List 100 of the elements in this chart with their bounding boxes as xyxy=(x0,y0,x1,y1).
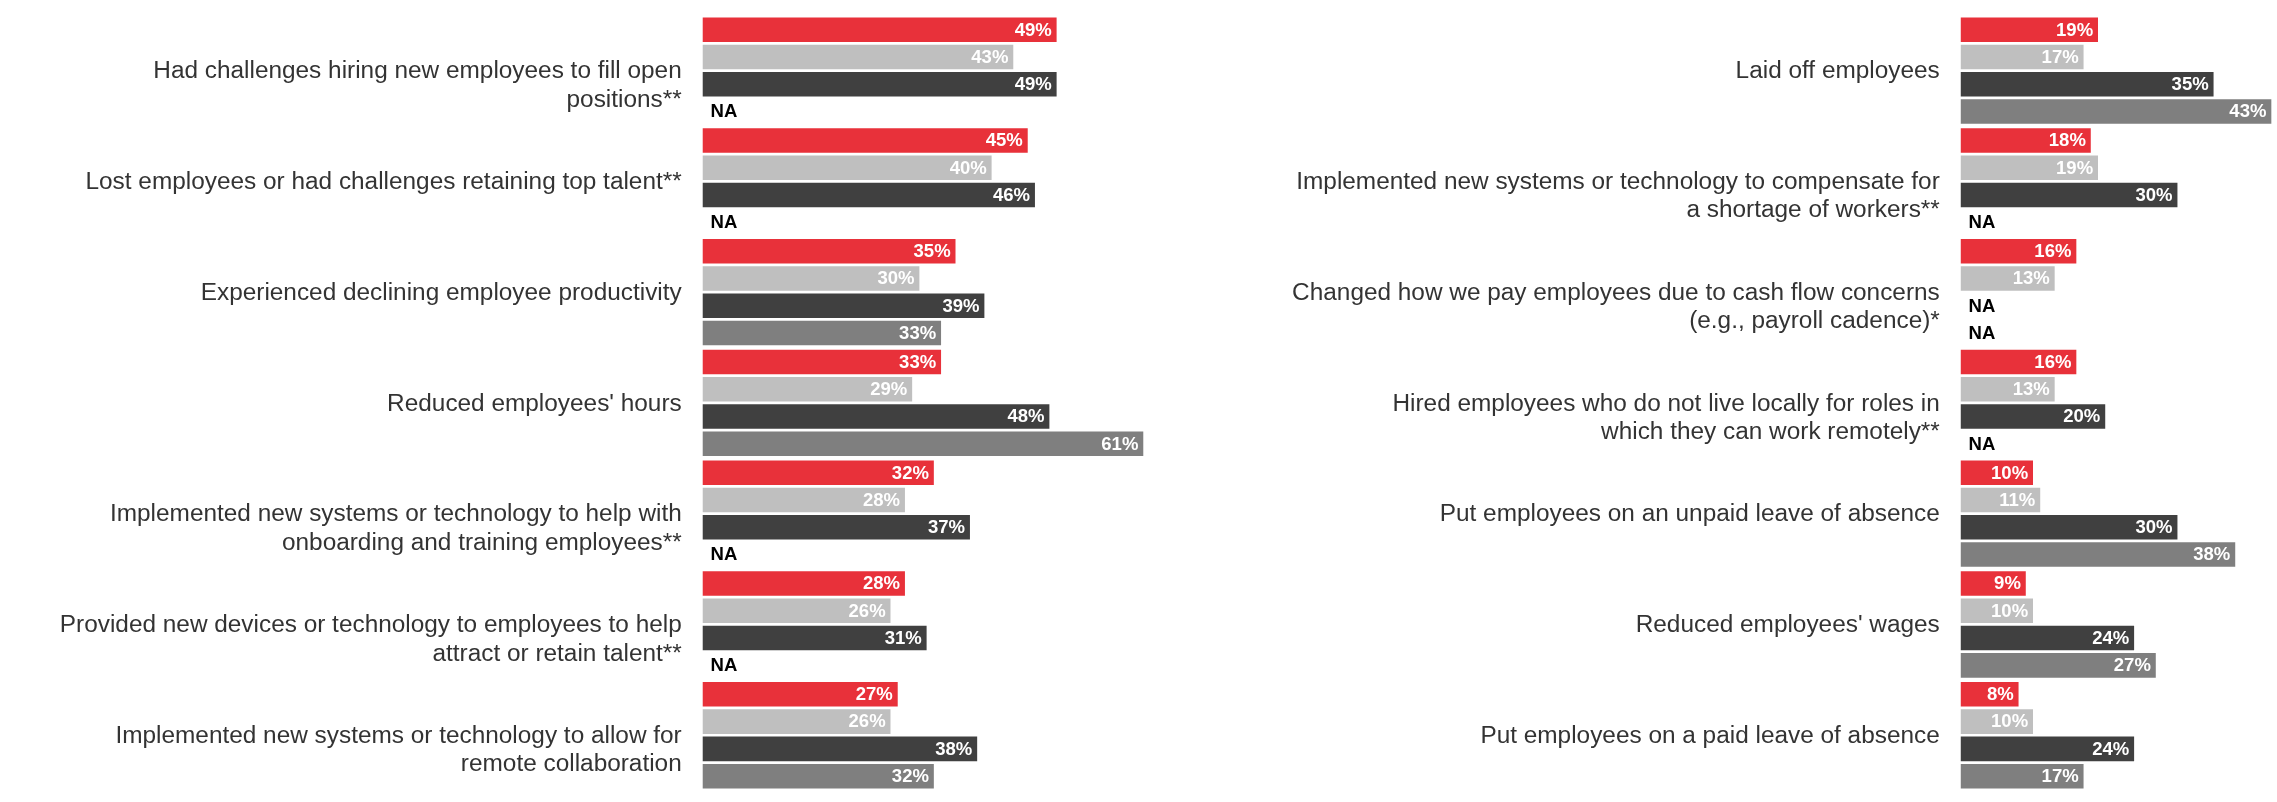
bar xyxy=(702,44,1014,70)
data-label: 10% xyxy=(1991,461,2029,483)
data-label: 30% xyxy=(2135,183,2173,205)
text: NA xyxy=(710,543,738,565)
bar xyxy=(702,598,891,624)
bar xyxy=(702,736,978,762)
bar xyxy=(702,404,1050,429)
data-label: 31% xyxy=(884,626,922,648)
data-label: 16% xyxy=(2034,350,2072,372)
data-label: 28% xyxy=(862,572,901,594)
bar xyxy=(1960,17,2098,42)
y-tick-label: Put employees on an unpaid leave of absence xyxy=(1439,499,1940,527)
data-label: 17% xyxy=(2041,45,2079,67)
data-label: 26% xyxy=(848,710,886,732)
data-label: 19% xyxy=(2056,18,2094,40)
bar xyxy=(702,17,1057,42)
data-label: 16% xyxy=(2034,240,2072,262)
data-label: 24% xyxy=(2092,737,2130,759)
y-tick-label: Hired employees who do not live locally for roles in which they can work remotely** xyxy=(1392,388,1941,445)
y-tick-label: Implemented new systems or technology to help with onboarding and training employees** xyxy=(109,499,683,555)
bar xyxy=(1960,182,2178,208)
bar xyxy=(702,625,927,651)
data-label: 38% xyxy=(935,737,973,759)
bar xyxy=(702,460,934,486)
y-tick-label: Reduced employees' hours xyxy=(387,388,682,416)
data-label: 29% xyxy=(870,378,908,400)
bar xyxy=(702,71,1057,97)
data-label: 39% xyxy=(942,294,980,316)
bar xyxy=(702,431,1144,457)
bar xyxy=(702,182,1035,208)
data-label: 30% xyxy=(877,267,915,289)
text: NA xyxy=(710,654,738,676)
data-label: 43% xyxy=(2229,100,2267,122)
bar xyxy=(702,266,920,291)
bar xyxy=(702,571,905,596)
data-label: 30% xyxy=(2135,516,2173,538)
data-label: 9% xyxy=(1994,572,2021,594)
data-label: 20% xyxy=(2063,405,2101,427)
text: NA xyxy=(1968,432,1996,454)
bar xyxy=(1960,542,2236,567)
data-label: 37% xyxy=(927,516,966,538)
bar xyxy=(1960,155,2098,180)
data-label: 8% xyxy=(1986,683,2014,705)
text: NA xyxy=(1968,294,1996,316)
y-tick-label: Laid off employees xyxy=(1735,56,1940,84)
data-label: 33% xyxy=(899,350,937,372)
data-label: 27% xyxy=(855,683,893,705)
bar xyxy=(702,515,970,540)
y-tick-label: Changed how we pay employees due to cash flow concerns (e.g., payroll cadence)* xyxy=(1292,277,1941,334)
y-tick-label: Put employees on a paid leave of absence xyxy=(1480,721,1940,749)
y-tick-label: Reduced employees' wages xyxy=(1635,610,1940,638)
data-label: 26% xyxy=(848,599,886,621)
text: NA xyxy=(710,211,738,233)
data-label: 35% xyxy=(913,240,951,262)
data-label: 35% xyxy=(2171,73,2209,95)
text: NA xyxy=(1968,321,1996,343)
y-tick-label: Lost employees or had challenges retaining top talent** xyxy=(85,167,683,195)
bar xyxy=(702,349,942,375)
data-label: 61% xyxy=(1101,432,1139,454)
data-label: 11% xyxy=(1999,488,2036,510)
data-label: 24% xyxy=(2092,626,2130,648)
data-label: 27% xyxy=(2113,654,2151,676)
data-label: 32% xyxy=(891,765,929,787)
bar xyxy=(702,377,913,402)
bar xyxy=(1960,128,2091,153)
data-label: 17% xyxy=(2041,765,2079,787)
bar xyxy=(702,293,985,319)
bar xyxy=(1960,736,2135,762)
bar xyxy=(702,682,898,707)
data-label: 43% xyxy=(971,45,1009,67)
bar xyxy=(702,763,934,789)
data-label: 28% xyxy=(862,488,901,510)
data-label: 45% xyxy=(985,129,1023,151)
bar xyxy=(1960,71,2214,97)
data-label: 49% xyxy=(1014,73,1052,95)
bar xyxy=(1960,625,2135,651)
y-tick-label: Implemented new systems or technology to allow for remote collaboration xyxy=(115,721,682,777)
data-label: 10% xyxy=(1991,710,2029,732)
y-tick-label: Experienced declining employee productivity xyxy=(200,277,683,305)
data-label: 38% xyxy=(2193,543,2231,565)
data-label: 48% xyxy=(1007,405,1045,427)
y-tick-label: Implemented new systems or technology to compensate for a shortage of workers** xyxy=(1296,167,1941,223)
data-label: 32% xyxy=(891,461,929,483)
bar xyxy=(1960,99,2272,124)
bar xyxy=(1960,404,2106,429)
bar xyxy=(1960,653,2156,678)
text: NA xyxy=(710,100,738,122)
data-label: 40% xyxy=(949,156,987,178)
bar xyxy=(1960,515,2178,540)
bar xyxy=(702,320,942,346)
data-label: 33% xyxy=(899,321,937,343)
bar xyxy=(702,238,956,264)
data-label: 19% xyxy=(2056,156,2094,178)
y-tick-label: Provided new devices or technology to employees to help attract or retain talent** xyxy=(59,610,683,666)
data-label: 13% xyxy=(2012,378,2050,400)
bar xyxy=(702,709,891,734)
y-tick-label: Had challenges hiring new employees to fill open positions** xyxy=(153,56,683,112)
data-label: 18% xyxy=(2048,129,2086,151)
data-label: 13% xyxy=(2012,267,2050,289)
data-label: 10% xyxy=(1991,599,2029,621)
